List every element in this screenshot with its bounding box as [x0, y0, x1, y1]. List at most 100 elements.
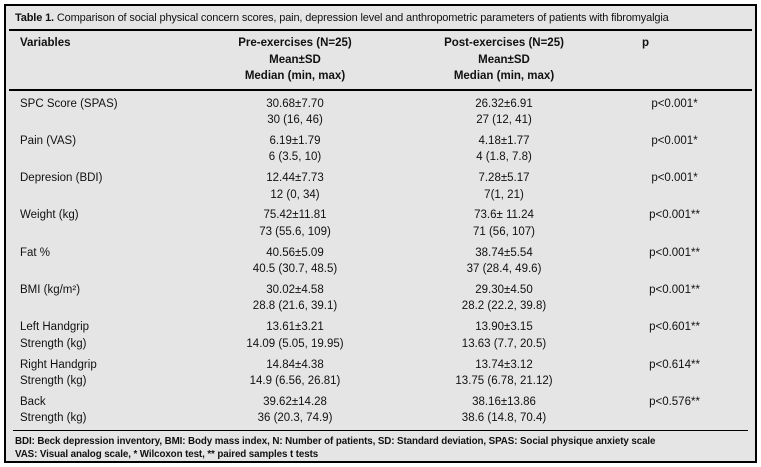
variable-line2: [20, 298, 182, 315]
cell-pre: 39.62±14.28 36 (20.3, 74.9): [182, 394, 408, 429]
footnote-line2: VAS: Visual analog scale, * Wilcoxon tes…: [15, 449, 319, 460]
p-value: p<0.614**: [649, 358, 700, 371]
variable-line2: [20, 261, 182, 278]
post-mean-value: 38.74±5.54: [475, 246, 533, 259]
post-mean-value: 13.90±3.15: [475, 321, 533, 334]
header-post-median: Median (min, max): [453, 70, 555, 82]
header-pre-meansd: Mean±SD: [269, 53, 321, 66]
post-median-value: 13.75 (6.78, 21.12): [455, 375, 553, 388]
post-mean-value: 38.16±13.86: [472, 395, 536, 408]
pre-mean-value: 14.84±4.38: [266, 358, 324, 371]
pre-mean-value: 30.02±4.58: [266, 283, 324, 296]
variable-line1: Fat %: [20, 246, 51, 259]
pre-median-value: 14.09 (5.05, 19.95): [246, 337, 344, 350]
variable-line2: Strength (kg): [20, 337, 87, 350]
pre-mean-value: 39.62±14.28: [263, 395, 327, 408]
cell-variable: Pain (VAS): [12, 133, 182, 168]
footnote-line1: BDI: Beck depression inventory, BMI: Bod…: [15, 436, 656, 447]
cell-pre: 13.61±3.21 14.09 (5.05, 19.95): [182, 319, 408, 354]
table-title-label: Table 1.: [15, 12, 54, 24]
p-value: p<0.001**: [649, 246, 700, 259]
table-frame: Table 1. Comparison of social physical c…: [4, 4, 757, 463]
p-value: p<0.001*: [651, 134, 698, 147]
cell-p: p<0.001*: [600, 170, 749, 205]
header-post-title: Post-exercises (N=25): [444, 37, 564, 49]
cell-pre: 30.68±7.70 30 (16, 46): [182, 96, 408, 131]
cell-pre: 6.19±1.79 6 (3.5, 10): [182, 133, 408, 168]
pre-median-value: 40.5 (30.7, 48.5): [252, 263, 338, 276]
pre-mean-value: 13.61±3.21: [266, 321, 324, 334]
variable-line1: Pain (VAS): [20, 134, 77, 147]
pre-median-value: 12 (0, 34): [270, 188, 320, 201]
variable-line1: Right Handgrip: [20, 358, 97, 371]
header-post-group: Post-exercises (N=25) Mean±SD Median (mi…: [408, 35, 600, 85]
p-value: p<0.601**: [649, 321, 700, 334]
variable-line2: [20, 112, 182, 129]
table-title: Table 1. Comparison of social physical c…: [6, 6, 755, 29]
table-row: Right Handgrip Strength (kg) 14.84±4.38 …: [6, 355, 755, 392]
variable-line2: Strength (kg): [20, 412, 87, 425]
cell-post: 73.6± 11.24 71 (56, 107): [408, 207, 600, 242]
pre-median-value: 14.9 (6.56, 26.81): [249, 375, 341, 388]
table-row: Weight (kg) 75.42±11.81 73 (55.6, 109) 7…: [6, 205, 755, 242]
cell-p: p<0.001**: [600, 282, 749, 317]
post-mean-value: 7.28±5.17: [478, 172, 530, 185]
variable-line1: BMI (kg/m²): [20, 283, 81, 296]
cell-pre: 14.84±4.38 14.9 (6.56, 26.81): [182, 357, 408, 392]
cell-pre: 30.02±4.58 28.8 (21.6, 39.1): [182, 282, 408, 317]
header-row: Variables Pre-exercises (N=25) Mean±SD M…: [6, 31, 755, 89]
pre-mean-value: 30.68±7.70: [266, 97, 324, 110]
cell-pre: 40.56±5.09 40.5 (30.7, 48.5): [182, 245, 408, 280]
table-row: Left Handgrip Strength (kg) 13.61±3.21 1…: [6, 317, 755, 354]
cell-post: 29.30±4.50 28.2 (22.2, 39.8): [408, 282, 600, 317]
post-mean-value: 29.30±4.50: [475, 283, 533, 296]
footnote-rule: [13, 430, 748, 431]
p-value: p<0.001*: [651, 97, 698, 110]
cell-p: p<0.001**: [600, 207, 749, 242]
post-median-value: 7(1, 21): [484, 188, 524, 201]
pre-median-value: 30 (16, 46): [267, 114, 323, 126]
header-rule: [9, 88, 752, 91]
header-variables: Variables: [20, 37, 71, 49]
pre-median-value: 6 (3.5, 10): [268, 151, 322, 164]
post-median-value: 37 (28.4, 49.6): [466, 263, 542, 276]
table-row: Back Strength (kg) 39.62±14.28 36 (20.3,…: [6, 392, 755, 429]
cell-variable: Depresion (BDI): [12, 170, 182, 205]
cell-variable: Weight (kg): [12, 207, 182, 242]
variable-line1: Left Handgrip: [20, 321, 90, 334]
pre-mean-value: 6.19±1.79: [269, 134, 321, 147]
header-post-meansd: Mean±SD: [478, 53, 530, 66]
cell-variable: Fat %: [12, 245, 182, 280]
pre-median-value: 28.8 (21.6, 39.1): [252, 300, 338, 313]
cell-p: p<0.001*: [600, 96, 749, 131]
footnote: BDI: Beck depression inventory, BMI: Bod…: [6, 431, 755, 461]
title-rule: [9, 29, 752, 31]
p-value: p<0.001*: [651, 172, 698, 185]
cell-pre: 75.42±11.81 73 (55.6, 109): [182, 207, 408, 242]
variable-line1: SPC Score (SPAS): [20, 97, 118, 110]
table-row: Pain (VAS) 6.19±1.79 6 (3.5, 10) 4.18±1.…: [6, 131, 755, 168]
post-median-value: 28.2 (22.2, 39.8): [461, 300, 547, 313]
cell-post: 13.90±3.15 13.63 (7.7, 20.5): [408, 319, 600, 354]
pre-mean-value: 40.56±5.09: [266, 246, 324, 259]
cell-p: p<0.001**: [600, 245, 749, 280]
variable-line2: [20, 187, 182, 204]
cell-variable: Back Strength (kg): [12, 394, 182, 429]
post-median-value: 38.6 (14.8, 70.4): [461, 412, 547, 425]
p-value: p<0.001**: [649, 283, 700, 296]
pre-median-value: 36 (20.3, 74.9): [257, 412, 333, 425]
cell-p: p<0.576**: [600, 394, 749, 429]
cell-pre: 12.44±7.73 12 (0, 34): [182, 170, 408, 205]
cell-p: p<0.614**: [600, 357, 749, 392]
post-mean-value: 13.74±3.12: [475, 358, 533, 371]
table-row: BMI (kg/m²) 30.02±4.58 28.8 (21.6, 39.1)…: [6, 280, 755, 317]
post-median-value: 71 (56, 107): [472, 225, 535, 238]
table-row: Depresion (BDI) 12.44±7.73 12 (0, 34) 7.…: [6, 168, 755, 205]
variable-line2: [20, 224, 182, 241]
pre-mean-value: 12.44±7.73: [266, 172, 324, 185]
variable-line2: Strength (kg): [20, 375, 87, 388]
variable-line1: Back: [20, 395, 46, 408]
table-title-text: Comparison of social physical concern sc…: [53, 12, 669, 24]
cell-variable: Right Handgrip Strength (kg): [12, 357, 182, 392]
post-mean-value: 4.18±1.77: [478, 134, 530, 147]
